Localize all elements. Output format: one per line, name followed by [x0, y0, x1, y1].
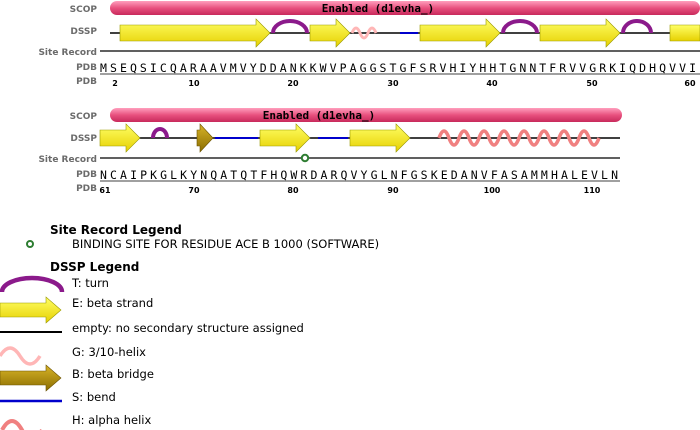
pdb-ruler-label: PDB — [76, 77, 97, 87]
turn[interactable] — [501, 19, 539, 34]
legend-bridge-label: B: beta bridge — [72, 367, 154, 381]
alpha-helix[interactable] — [437, 129, 601, 147]
scop-domain-label: Enabled (d1evha_) — [322, 2, 435, 15]
bridge-legend-icon — [0, 364, 62, 392]
pdb-track-label: PDB — [76, 170, 97, 180]
legend-turn-label: T: turn — [71, 276, 109, 290]
site-record-track-label: Site Record — [38, 155, 97, 165]
ruler: PDB 2 10 20 30 40 50 60 — [76, 73, 700, 88]
legend-strand-label: E: beta strand — [72, 296, 153, 310]
legend-strand: E: beta strand — [0, 296, 153, 324]
site-record-track-label: Site Record — [38, 48, 97, 58]
dssp-track — [110, 18, 700, 48]
tick-label: 70 — [188, 186, 200, 195]
legend-empty-label: empty: no secondary structure assigned — [72, 321, 304, 335]
sequence-row-2: SCOP DSSP Site Record PDB Enabled (d1evh… — [38, 108, 622, 195]
tick-label: 40 — [486, 79, 498, 88]
beta-strand[interactable] — [99, 123, 141, 153]
legend-turn: T: turn — [0, 275, 109, 293]
dssp-legend: DSSP Legend T: turn E: beta strand empty… — [0, 260, 304, 430]
dssp-track-label: DSSP — [70, 134, 97, 144]
beta-strand[interactable] — [669, 24, 700, 42]
tick-label: 90 — [387, 186, 399, 195]
pdb-ruler-label: PDB — [76, 184, 97, 194]
scop-domain-label: Enabled (d1evha_) — [263, 109, 376, 122]
binding-site-marker[interactable] — [300, 153, 310, 163]
turn[interactable] — [621, 19, 653, 34]
legend-empty: empty: no secondary structure assigned — [0, 321, 304, 335]
legend-bend-label: S: bend — [72, 390, 116, 404]
beta-strand[interactable] — [309, 18, 351, 48]
tick-label: 30 — [387, 79, 399, 88]
beta-strand[interactable] — [349, 123, 411, 153]
pdb-sequence: NCAIPKGLKYNQATQTFHQWRDARQVYGLNFGSKEDANVF… — [100, 168, 618, 182]
scop-domain-bar[interactable] — [110, 1, 700, 15]
pdb-sequence: MSEQSICQARAAVMVYDDANKKWVPAGGSTGFSRVHIYHH… — [100, 61, 696, 75]
tick-label: 100 — [484, 186, 501, 195]
sequence-row-1: SCOP DSSP Site Record PDB Enabled (d1evh… — [38, 1, 700, 88]
tick-label: 10 — [188, 79, 200, 88]
beta-strand[interactable] — [419, 18, 501, 48]
legend-3-10-helix-label: G: 3/10-helix — [72, 345, 146, 359]
helix-3-10-legend-icon — [0, 346, 42, 366]
tick-label: 50 — [586, 79, 598, 88]
pdb-track-label: PDB — [76, 63, 97, 73]
tick-label: 20 — [287, 79, 299, 88]
dssp-track — [99, 123, 620, 153]
legend-bend: S: bend — [0, 390, 116, 404]
tick-label: 61 — [99, 186, 111, 195]
legend-alpha-helix-label: H: alpha helix — [72, 413, 151, 427]
dssp-legend-title: DSSP Legend — [50, 260, 139, 274]
site-legend-item: BINDING SITE FOR RESIDUE ACE B 1000 (SOF… — [72, 237, 379, 251]
legend-bridge: B: beta bridge — [0, 364, 154, 392]
beta-strand[interactable] — [539, 18, 621, 48]
turn-legend-icon — [0, 275, 65, 293]
strand-legend-icon — [0, 296, 62, 324]
beta-strand[interactable] — [259, 123, 311, 153]
site-record-legend: Site Record Legend BINDING SITE FOR RESI… — [26, 223, 379, 251]
beta-strand[interactable] — [119, 18, 271, 48]
turn[interactable] — [271, 19, 309, 34]
tick-label: 110 — [584, 186, 601, 195]
helix-3-10[interactable] — [350, 26, 378, 40]
tick-label: 80 — [287, 186, 299, 195]
tick-label: 2 — [112, 79, 118, 88]
beta-bridge[interactable] — [196, 123, 214, 153]
turn[interactable] — [151, 127, 169, 139]
legend-alpha-helix: H: alpha helix — [0, 413, 151, 430]
alpha-helix-legend-icon — [0, 419, 42, 430]
tick-label: 60 — [684, 79, 696, 88]
site-legend-title: Site Record Legend — [50, 223, 182, 237]
binding-site-legend-icon — [26, 240, 34, 248]
ruler: PDB 61 70 80 90 100 110 — [76, 180, 620, 195]
scop-domain-bar[interactable] — [110, 108, 622, 122]
dssp-track-label: DSSP — [70, 27, 97, 37]
legend-3-10-helix: G: 3/10-helix — [0, 345, 146, 366]
scop-track-label: SCOP — [70, 5, 98, 15]
scop-track-label: SCOP — [70, 112, 98, 122]
